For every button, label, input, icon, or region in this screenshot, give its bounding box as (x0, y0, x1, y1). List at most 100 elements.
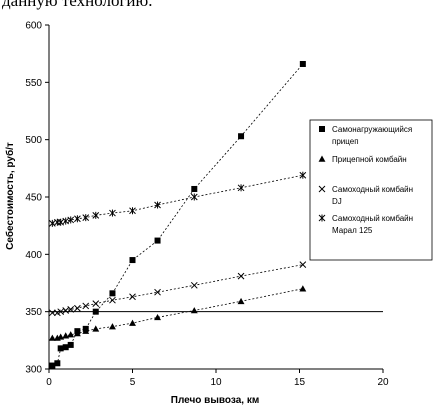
marker-stroke (190, 281, 198, 289)
x-tick-label: 10 (210, 377, 222, 388)
series-4 (48, 171, 307, 227)
data-point (109, 209, 116, 217)
data-point (109, 323, 116, 330)
marker-stroke (129, 293, 136, 301)
data-point (92, 308, 99, 315)
data-point (92, 300, 100, 307)
data-point (299, 285, 307, 292)
legend-label: Самоходный комбайн (332, 185, 413, 194)
series-line (52, 63, 304, 366)
data-point (82, 327, 90, 334)
data-point (299, 171, 307, 179)
data-point (73, 330, 81, 337)
legend-item-2: Прицепной комбайн (318, 155, 407, 164)
data-point (109, 290, 116, 297)
y-tick-label: 550 (25, 78, 42, 89)
x-tick-label: 15 (294, 377, 306, 388)
legend-box (309, 119, 433, 261)
data-point (154, 313, 161, 321)
data-point (237, 272, 245, 280)
data-point (62, 217, 70, 225)
data-point (57, 308, 65, 316)
data-point (57, 333, 65, 340)
data-point (154, 288, 161, 296)
marker-stroke (67, 306, 75, 313)
marker-stroke (237, 272, 245, 280)
y-tick-label: 300 (25, 365, 42, 376)
x-tick-label: 5 (130, 377, 136, 388)
series-line (52, 264, 303, 314)
data-point (237, 297, 245, 305)
data-point (67, 341, 74, 348)
data-point (237, 184, 245, 192)
marker-stroke (82, 302, 90, 310)
y-tick-label: 500 (25, 135, 42, 146)
legend-marker (319, 126, 325, 132)
series-1 (49, 60, 306, 369)
data-point (53, 218, 61, 226)
series-layer (48, 60, 307, 369)
y-tick-label: 350 (25, 307, 42, 318)
marker-stroke (318, 185, 326, 193)
data-point (62, 332, 70, 339)
x-axis-title: Плечо вывоза, км (171, 395, 259, 406)
legend-label: прицеп (332, 137, 359, 146)
data-point (299, 261, 307, 269)
legend-marker (318, 214, 326, 222)
data-point (67, 306, 75, 313)
marker-stroke (154, 288, 161, 296)
y-tick-label: 600 (25, 21, 42, 32)
legend-label: Самонагружающийся (332, 125, 412, 134)
data-point (154, 237, 161, 244)
data-point (57, 345, 64, 352)
y-axis-title: Себестоимость, руб/т (4, 142, 16, 250)
y-tick-label: 450 (25, 193, 42, 204)
data-point (154, 201, 161, 209)
marker-stroke (92, 300, 100, 307)
data-point (109, 296, 116, 304)
series-line (52, 174, 303, 224)
data-point (48, 309, 56, 317)
data-point (190, 281, 198, 289)
data-point (57, 218, 65, 226)
top-text: данную технологию. (2, 0, 153, 10)
data-point (129, 207, 136, 215)
marker-stroke (74, 304, 81, 312)
marker-stroke (48, 309, 56, 317)
data-point (238, 133, 245, 140)
data-point (48, 334, 56, 341)
data-point (191, 185, 198, 192)
legend-item-3: Самоходный комбайн DJ (318, 185, 413, 206)
data-point (92, 325, 100, 332)
legend: Самонагружающийся прицеп Прицепной комбайн… (309, 119, 433, 261)
series-line (52, 288, 303, 339)
data-point (129, 319, 136, 326)
x-tick-label: 20 (377, 377, 389, 388)
data-point (48, 219, 56, 227)
legend-label: DJ (332, 197, 342, 206)
legend-label: Марал 125 (332, 226, 373, 235)
data-point (299, 60, 306, 67)
legend-label: Самоходный комбайн (332, 214, 413, 223)
x-tick-label: 0 (46, 377, 52, 388)
data-point (82, 302, 90, 310)
data-point (190, 193, 198, 201)
data-point (49, 362, 56, 369)
data-point (129, 293, 136, 301)
marker-stroke (299, 261, 307, 269)
series-2 (48, 285, 307, 341)
legend-label: Прицепной комбайн (332, 155, 407, 164)
data-point (190, 307, 198, 314)
data-point (67, 216, 75, 224)
series-3 (48, 261, 307, 317)
data-point (82, 214, 90, 222)
data-point (54, 360, 61, 367)
legend-marker (318, 155, 326, 162)
marker-stroke (62, 307, 70, 314)
marker-stroke (109, 296, 116, 304)
data-point (129, 257, 136, 264)
data-point (74, 215, 81, 223)
y-tick-labels: 300 350 400 450 500 550 600 (25, 21, 42, 376)
data-point (92, 211, 100, 219)
